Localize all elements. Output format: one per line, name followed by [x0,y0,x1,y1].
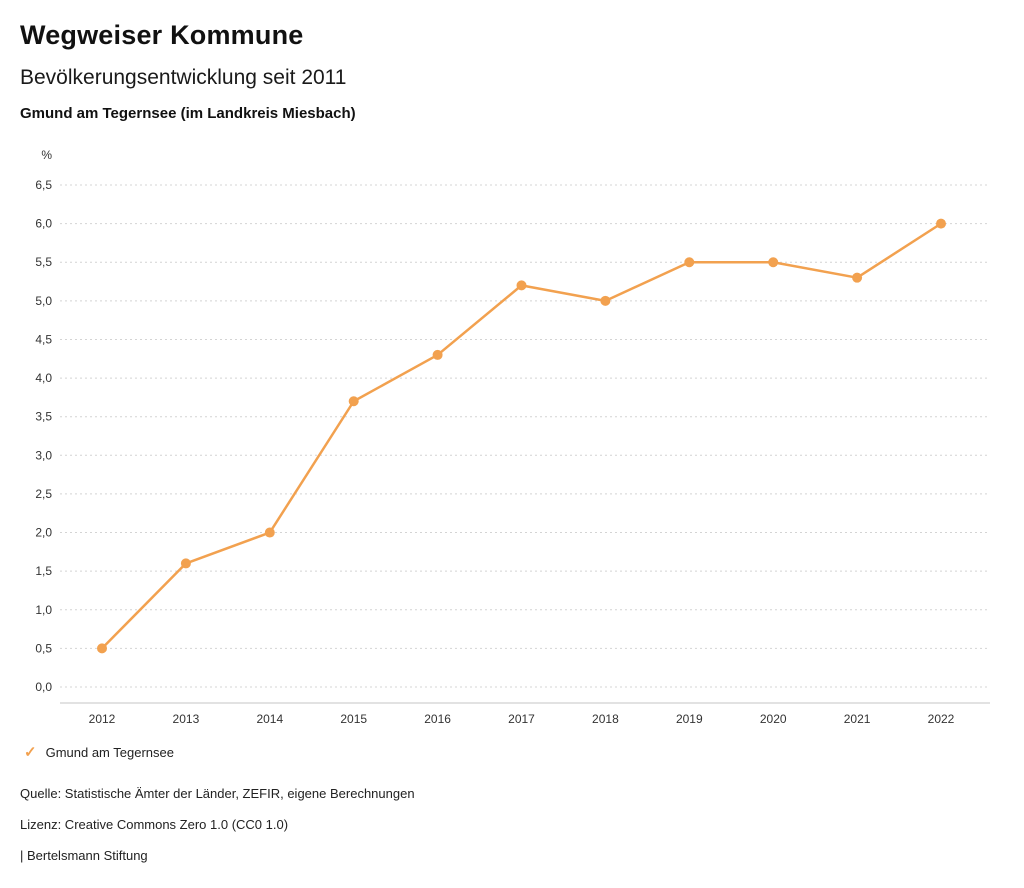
y-axis-tick-label: 4,0 [35,371,52,385]
attribution-text: | Bertelsmann Stiftung [20,848,148,863]
legend-label: Gmund am Tegernsee [45,745,174,760]
data-point[interactable] [852,272,863,283]
y-axis-tick-label: 0,0 [35,680,52,694]
x-axis-tick-label: 2013 [173,712,200,726]
x-axis-tick-label: 2014 [256,712,283,726]
x-axis-tick-label: 2021 [844,712,871,726]
y-axis-tick-label: 5,0 [35,294,52,308]
x-axis-tick-label: 2020 [760,712,787,726]
chart-legend: ✓ Gmund am Tegernsee [24,745,174,760]
x-axis-tick-label: 2016 [424,712,451,726]
chart-canvas: 0,0 0,5 1,0 1,5 2,0 2,5 3,0 3,5 4,0 4,5 5,0 5,5 6,0 6… [35,148,990,726]
y-axis-tick-label: 2,0 [35,526,52,540]
y-axis-tick-label: 6,5 [35,178,52,192]
license-text: Lizenz: Creative Commons Zero 1.0 (CC0 1… [20,817,289,832]
x-axis-tick-label: 2012 [89,712,116,726]
data-point[interactable] [348,396,359,407]
y-axis-tick-label: 1,0 [35,603,52,617]
chart-region-subtitle: Gmund am Tegernsee (im Landkreis Miesbac… [20,105,356,122]
x-axis-tick-label: 2018 [592,712,619,726]
data-point[interactable] [432,349,443,360]
data-point[interactable] [516,280,527,291]
y-axis-tick-label: 4,5 [35,332,52,346]
data-point[interactable] [180,558,191,569]
y-axis-tick-label: 2,5 [35,487,52,501]
x-axis-tick-label: 2017 [508,712,535,726]
legend-check-icon: ✓ [24,744,37,761]
data-point[interactable] [97,643,107,654]
chart-title: Bevölkerungsentwicklung seit 2011 [20,66,347,89]
y-axis-tick-label: 3,5 [35,410,52,424]
data-point[interactable] [936,218,946,229]
source-text: Quelle: Statistische Ämter der Länder, Z… [20,786,415,801]
x-axis-tick-label: 2022 [928,712,955,726]
y-axis-tick-label: 1,5 [35,564,52,578]
data-point[interactable] [684,257,695,268]
data-point[interactable] [600,295,611,306]
legend-item-gmund-am-tegernsee[interactable]: ✓ Gmund am Tegernsee [24,745,174,760]
y-axis-tick-label: 6,0 [35,217,52,231]
y-axis-unit-label: % [41,148,52,162]
page-title: Wegweiser Kommune [20,20,304,50]
y-axis-tick-label: 3,0 [35,448,52,462]
data-point[interactable] [264,527,275,538]
y-axis-tick-label: 0,5 [35,641,52,655]
data-point[interactable] [768,257,779,268]
y-axis-tick-label: 5,5 [35,255,52,269]
x-axis-tick-label: 2019 [676,712,703,726]
x-axis-tick-label: 2015 [340,712,367,726]
line-chart: 0,0 0,5 1,0 1,5 2,0 2,5 3,0 3,5 4,0 4,5 5,0 5,5 6,0 6… [0,140,1024,732]
